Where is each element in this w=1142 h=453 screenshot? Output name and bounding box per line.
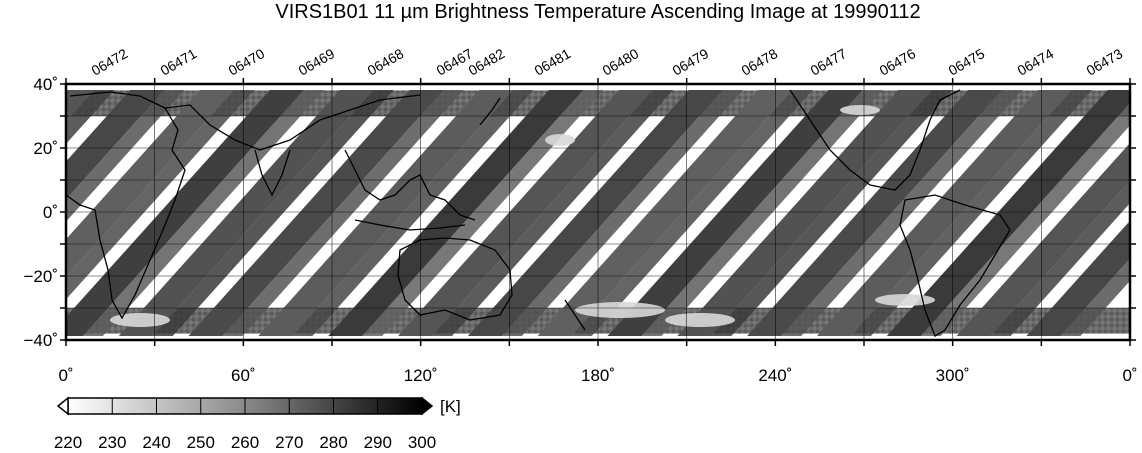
orbit-swath	[747, 90, 1003, 336]
y-tick-label: −20˚	[24, 267, 59, 286]
orbit-swath	[501, 90, 743, 336]
colorbar-tick-label: 280	[319, 433, 347, 452]
orbit-swath	[571, 90, 813, 336]
orbit-swath	[222, 90, 464, 336]
colorbar-tick-label: 270	[275, 433, 303, 452]
orbit-number-label: 06476	[877, 45, 919, 78]
colorbar-tick-label: 240	[142, 433, 170, 452]
india-outline	[254, 149, 291, 197]
orbit-swath	[641, 90, 883, 336]
orbit-number-label: 06481	[532, 45, 574, 78]
orbit-swath	[66, 90, 304, 336]
orbit-swath	[781, 90, 1023, 336]
orbit-swath	[0, 84, 30, 340]
japan-outline	[479, 97, 501, 126]
colorbar-unit: [K]	[440, 397, 461, 416]
colorbar-segments	[111, 398, 379, 414]
x-axis-labels: 0˚ 60˚ 120˚ 180˚ 240˚ 300˚ 0˚	[58, 366, 1137, 385]
orbit-swath	[1060, 258, 1130, 336]
orbit-swath	[328, 90, 584, 336]
orbit-swath	[816, 90, 1072, 336]
x-tick-label: 0˚	[1122, 366, 1137, 385]
cloud-patch	[545, 134, 575, 146]
colorbar-tick-label: 290	[364, 433, 392, 452]
colorbar-tick-label: 260	[231, 433, 259, 452]
colorbar-tick-label: 220	[54, 433, 82, 452]
cloud-patch	[665, 313, 735, 327]
new-zealand-outline	[564, 299, 586, 331]
cloud-patch	[875, 294, 935, 306]
orbit-number-label: 06477	[808, 45, 850, 78]
orbit-swath	[152, 90, 394, 336]
colorbar-high-arrow	[421, 396, 434, 416]
orbit-swath	[1026, 220, 1130, 336]
orbit-swath	[292, 90, 534, 336]
orbit-swath	[607, 90, 863, 336]
colorbar-low-arrow	[56, 396, 69, 416]
north-america-outline	[789, 89, 961, 191]
orbit-swath	[398, 90, 654, 336]
orbit-number-label: 06471	[158, 45, 200, 78]
orbit-swath	[188, 90, 444, 336]
land-outlines	[65, 89, 1011, 337]
y-tick-label: 0˚	[43, 203, 58, 222]
colorbar-tick-label: 250	[187, 433, 215, 452]
orbit-swath	[537, 90, 793, 336]
orbit-number-label: 06478	[739, 45, 781, 78]
orbit-number-label: 06480	[600, 45, 642, 78]
orbit-number-label: 06479	[670, 45, 712, 78]
orbit-number-label: 06474	[1015, 45, 1057, 78]
orbit-number-label: 06482	[466, 45, 508, 78]
colorbar-tick-labels: 220 230 240 250 260 270 280 290 300	[54, 433, 436, 452]
orbit-swath	[711, 90, 953, 336]
frame-ticks	[60, 78, 1136, 346]
orbit-swath	[956, 143, 1130, 336]
orbit-swath	[66, 90, 255, 300]
orbit-number-label: 06475	[946, 45, 988, 78]
indonesia-outline	[354, 219, 466, 231]
africa-outline	[65, 91, 186, 320]
orbit-number-label: 06472	[89, 45, 131, 78]
orbit-swath	[886, 90, 1130, 336]
x-tick-label: 300˚	[936, 366, 970, 385]
cloud-patch	[840, 105, 880, 115]
orbit-swath	[362, 90, 604, 336]
orbit-number-label: 06473	[1084, 45, 1126, 78]
colorbar-tick-label: 230	[98, 433, 126, 452]
asia-outline	[164, 94, 421, 151]
orbit-swath	[118, 90, 374, 336]
orbit-swath	[850, 90, 1092, 336]
cloud-patch	[110, 313, 170, 327]
colorbar-tick-label: 300	[408, 433, 436, 452]
x-tick-label: 60˚	[231, 366, 256, 385]
x-tick-label: 120˚	[404, 366, 438, 385]
orbit-swath	[990, 180, 1130, 336]
map-panel	[0, 78, 1136, 346]
orbit-swath	[920, 103, 1130, 336]
orbit-swath	[66, 90, 115, 144]
x-tick-label: 180˚	[581, 366, 615, 385]
orbit-number-label: 06468	[365, 45, 407, 78]
orbit-number-label: 06469	[296, 45, 338, 78]
map-title: VIRS1B01 11 µm Brightness Temperature As…	[275, 1, 920, 23]
y-tick-label: −40˚	[24, 331, 59, 350]
orbit-swath	[432, 90, 674, 336]
colorbar: [K] 220 230 240 250 260 270 280 290 300	[54, 396, 461, 452]
orbit-swath	[66, 90, 235, 278]
australia-outline	[397, 237, 513, 321]
gridlines	[66, 84, 1130, 340]
south-america-outline	[899, 194, 1011, 337]
x-tick-label: 240˚	[758, 366, 792, 385]
orbit-swath	[467, 90, 723, 336]
y-tick-label: 20˚	[33, 139, 58, 158]
orbit-number-label: 06470	[226, 45, 268, 78]
cloud-patch	[575, 302, 665, 318]
x-tick-label: 0˚	[58, 366, 73, 385]
orbit-swath	[677, 90, 933, 336]
y-axis-labels: 40˚ 20˚ 0˚ −20˚ −40˚	[24, 75, 59, 350]
y-tick-label: 40˚	[33, 75, 58, 94]
orbit-swath	[258, 90, 514, 336]
